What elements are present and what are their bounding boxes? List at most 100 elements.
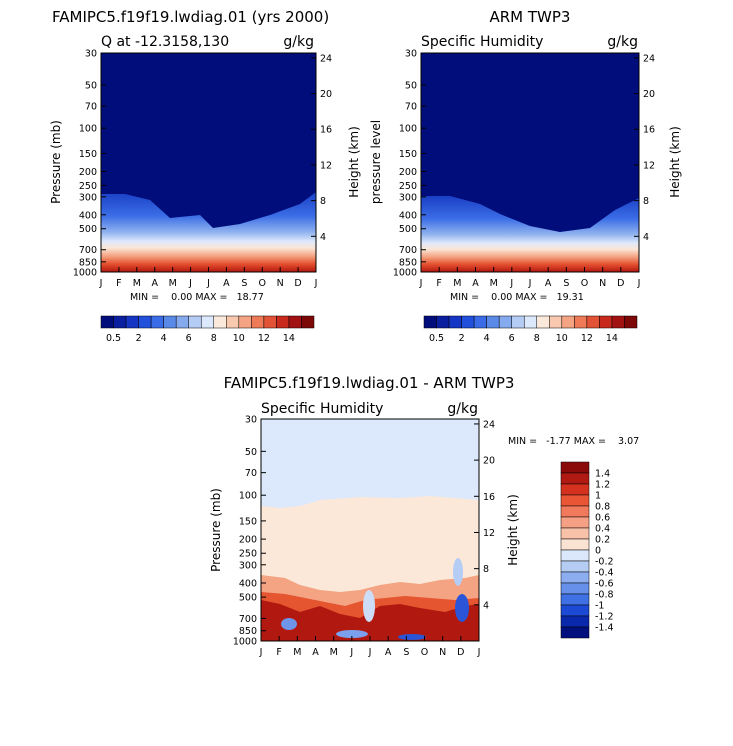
- colorbar-label: 8: [211, 333, 217, 344]
- colorbar-label: 10: [233, 333, 245, 344]
- colorbar-swatch: [523, 315, 538, 329]
- y-tick-label: 50: [405, 80, 417, 91]
- panel-obs-moist-layer: [421, 196, 639, 272]
- y-tick-label: 250: [239, 549, 257, 560]
- height-tick-label: 24: [643, 53, 655, 64]
- colorbar-diff-swatch: [560, 549, 590, 562]
- colorbar-diff-label: 0.4: [595, 524, 610, 535]
- colorbar-diff-swatch: [560, 505, 590, 518]
- panel-diff-units: g/kg: [447, 401, 478, 417]
- x-tick-label: A: [312, 647, 319, 658]
- colorbar-label: 6: [509, 333, 515, 344]
- height-tick-label: 20: [320, 89, 332, 100]
- x-tick-label: N: [439, 647, 446, 658]
- colorbar-swatch: [486, 315, 500, 329]
- x-tick-label: M: [133, 278, 141, 289]
- y-tick-label: 30: [405, 49, 417, 60]
- y-tick-label: 1000: [73, 268, 97, 279]
- colorbar-label: 12: [258, 333, 270, 344]
- height-tick-label: 20: [483, 456, 495, 467]
- colorbar-diff-label: 0: [595, 546, 601, 557]
- colorbar-label: 12: [581, 333, 593, 344]
- panel-obs-stats: MIN = 0.00 MAX = 19.31: [450, 292, 584, 303]
- x-tick-label: N: [277, 278, 284, 289]
- height-tick-label: 8: [643, 196, 649, 207]
- y-tick-label: 70: [405, 101, 417, 112]
- colorbar-swatch: [263, 315, 277, 329]
- height-tick-label: 8: [483, 564, 489, 575]
- y-tick-label: 150: [79, 149, 97, 160]
- height-tick-label: 8: [320, 196, 326, 207]
- x-tick-label: J: [314, 278, 318, 289]
- y-tick-label: 70: [85, 101, 97, 112]
- colorbar-diff-label: 0.2: [595, 535, 610, 546]
- panel-diff-ylabel: Pressure (mb): [209, 488, 223, 572]
- colorbar-diff-swatch: [560, 626, 590, 639]
- colorbar-diff-label: -0.4: [595, 568, 614, 579]
- colorbar-diff-swatch: [560, 527, 590, 540]
- height-tick-label: 16: [320, 125, 332, 136]
- colorbar-swatch: [276, 315, 290, 329]
- y-tick-label: 500: [239, 593, 257, 604]
- panel-diff-upper-blue: [261, 419, 479, 508]
- colorbar-swatch: [175, 315, 189, 329]
- x-tick-label: O: [421, 647, 428, 658]
- y-tick-label: 250: [79, 181, 97, 192]
- colorbar-diff-label: 1: [595, 491, 601, 502]
- height-tick-label: 4: [483, 600, 489, 611]
- y-tick-label: 500: [79, 224, 97, 235]
- x-tick-label: J: [509, 278, 513, 289]
- y-tick-label: 200: [79, 167, 97, 178]
- colorbar-main-left: 0.5 2 4 6 8 10 12 14: [100, 315, 315, 344]
- colorbar-swatch: [238, 315, 252, 329]
- colorbar-label: 6: [186, 333, 192, 344]
- height-tick-label: 16: [643, 125, 655, 136]
- y-tick-label: 700: [79, 245, 97, 256]
- colorbar-swatch: [574, 315, 588, 329]
- y-tick-label: 850: [79, 257, 97, 268]
- y-tick-label: 850: [239, 626, 257, 637]
- colorbar-diff-swatch: [560, 516, 590, 529]
- panel-obs-subtitle: Specific Humidity: [421, 34, 543, 50]
- colorbar-swatch: [611, 315, 625, 329]
- colorbar-swatch: [125, 315, 139, 329]
- colorbar-diff-swatch: [560, 538, 590, 551]
- x-tick-label: M: [490, 278, 498, 289]
- colorbar-label: 14: [283, 333, 295, 344]
- x-tick-label: D: [457, 647, 464, 658]
- x-tick-label: S: [563, 278, 569, 289]
- y-tick-label: 200: [239, 535, 257, 546]
- colorbar-label: 4: [161, 333, 167, 344]
- colorbar-diff-label: -0.6: [595, 579, 614, 590]
- panel-model: FAMIPC5.f19f19.lwdiag.01 (yrs 2000) Q at…: [49, 8, 361, 344]
- colorbar-label: 4: [484, 333, 490, 344]
- panel-obs-y-ticks-right: 24 20 16 12 8 4: [634, 53, 655, 243]
- height-tick-label: 12: [320, 160, 332, 171]
- colorbar-diff-swatch: [560, 615, 590, 628]
- height-tick-label: 16: [483, 492, 495, 503]
- panel-obs-ylabel-right: Height (km): [668, 126, 682, 197]
- colorbar-swatch: [599, 315, 613, 329]
- colorbar-swatch: [226, 315, 240, 329]
- colorbar-swatch: [624, 315, 638, 329]
- y-tick-label: 50: [245, 447, 257, 458]
- y-tick-label: 150: [239, 516, 257, 527]
- colorbar-swatch: [549, 315, 563, 329]
- y-tick-label: 150: [399, 149, 417, 160]
- y-tick-label: 400: [399, 210, 417, 221]
- panel-diff-y-ticks-right: 24 20 16 12 8 4: [474, 419, 495, 611]
- colorbar-label: 0.5: [429, 333, 444, 344]
- x-tick-label: M: [330, 647, 338, 658]
- height-tick-label: 24: [483, 419, 495, 430]
- x-tick-label: M: [293, 647, 301, 658]
- x-tick-label: A: [152, 278, 159, 289]
- panel-model-ylabel: Pressure (mb): [49, 120, 63, 204]
- y-tick-label: 300: [79, 192, 97, 203]
- height-tick-label: 12: [643, 160, 655, 171]
- y-tick-label: 250: [399, 181, 417, 192]
